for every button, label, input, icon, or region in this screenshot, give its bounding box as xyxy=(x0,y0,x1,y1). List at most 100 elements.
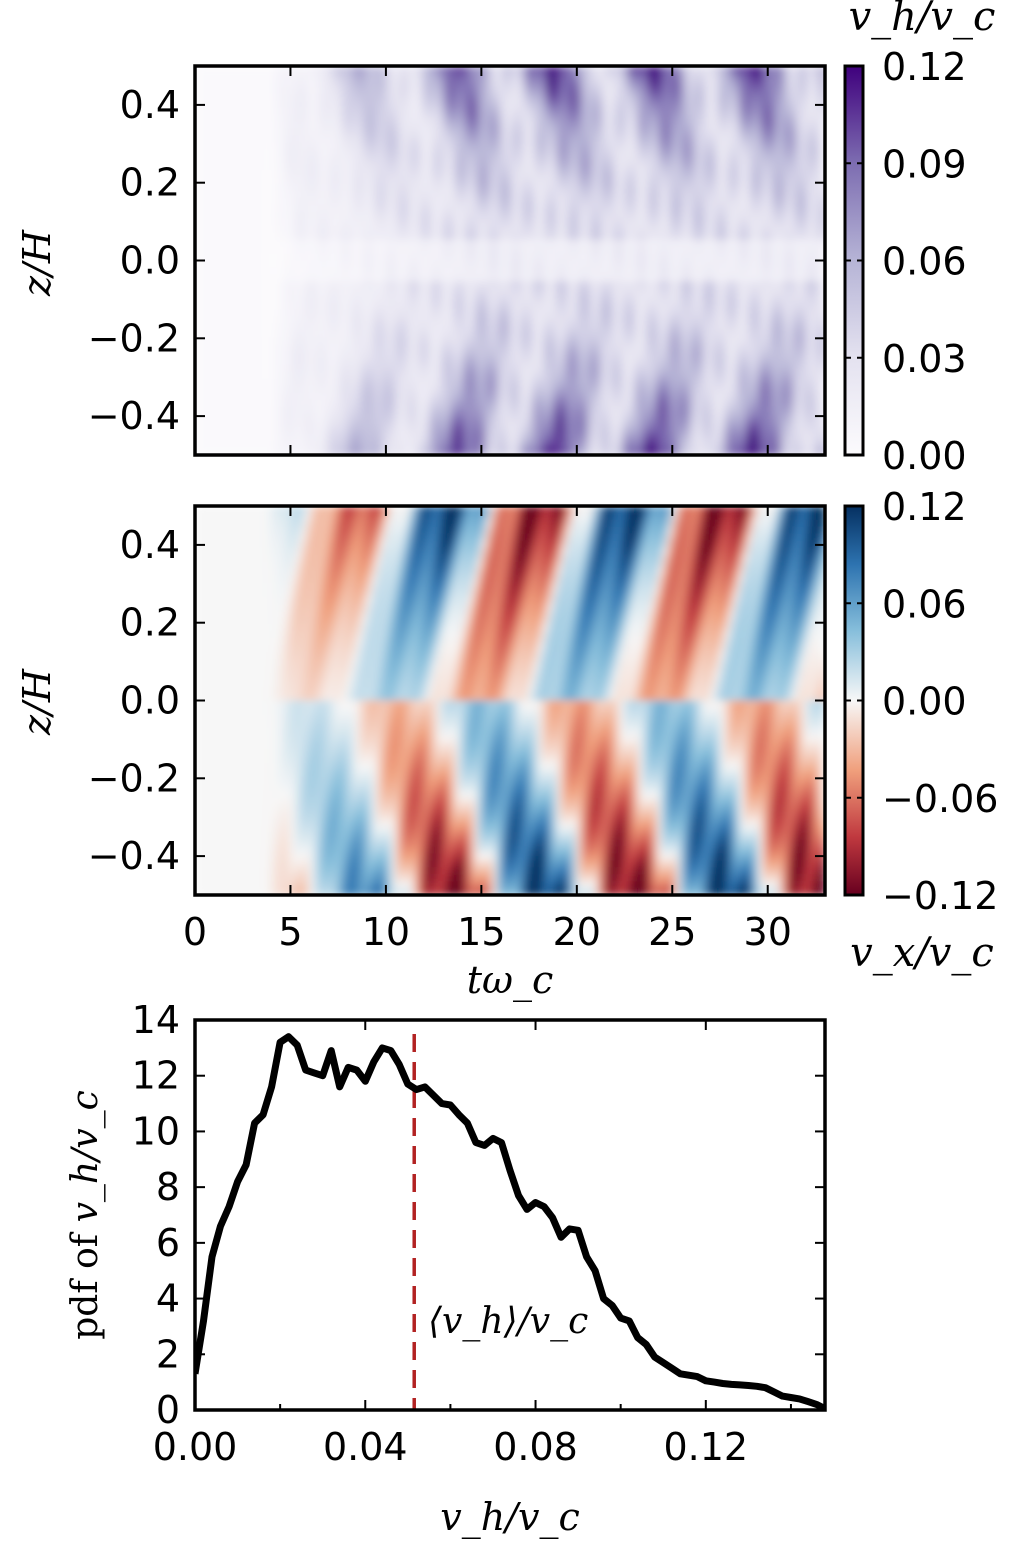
heat-cell xyxy=(438,399,444,408)
heat-cell xyxy=(309,149,316,158)
heat-cell xyxy=(405,211,411,220)
heat-cell xyxy=(328,399,335,408)
heat-cell xyxy=(199,149,206,158)
heat-cell xyxy=(252,170,258,178)
heat-cell xyxy=(357,211,363,220)
heat-cell xyxy=(481,218,487,227)
heat-cell xyxy=(362,316,368,324)
heat-cell xyxy=(486,357,492,366)
heat-cell xyxy=(342,343,349,352)
heat-cell xyxy=(409,371,416,380)
heat-cell xyxy=(443,413,449,421)
heat-cell xyxy=(490,100,497,109)
heat-cell xyxy=(319,86,325,95)
heat-cell xyxy=(295,100,301,109)
heat-cell xyxy=(538,246,545,255)
heat-cell xyxy=(261,316,268,324)
heat-cell xyxy=(199,170,206,178)
heat-cell xyxy=(414,121,421,130)
heat-cell xyxy=(257,316,263,324)
heat-cell xyxy=(395,434,401,442)
heat-cell xyxy=(237,156,244,164)
heat-cell xyxy=(615,448,621,455)
heat-cell xyxy=(533,371,540,380)
heat-cell xyxy=(572,197,578,206)
heat-cell xyxy=(500,309,506,317)
heat-cell xyxy=(300,336,306,345)
heat-cell xyxy=(280,232,287,241)
heat-cell xyxy=(242,295,249,303)
heat-cell xyxy=(352,288,358,296)
heat-cell xyxy=(486,295,492,303)
heat-cell xyxy=(309,197,316,206)
heat-cell xyxy=(471,350,478,359)
heat-cell xyxy=(195,184,201,192)
heat-cell xyxy=(538,107,545,116)
heat-cell xyxy=(400,364,406,373)
heat-cell xyxy=(591,79,597,88)
heat-cell xyxy=(242,170,249,178)
heat-cell xyxy=(443,350,449,359)
heat-cell xyxy=(591,93,597,102)
heat-cell xyxy=(333,232,339,241)
heat-cell xyxy=(438,267,444,276)
heat-cell xyxy=(443,170,449,178)
heat-cell xyxy=(357,281,363,289)
heat-cell xyxy=(280,114,287,123)
heat-cell xyxy=(395,288,401,296)
heat-cell xyxy=(204,316,211,324)
heat-cell xyxy=(285,218,292,227)
heat-cell xyxy=(366,420,373,428)
heat-cell xyxy=(533,385,540,394)
heat-cell xyxy=(276,427,282,435)
heat-cell xyxy=(486,323,492,331)
heat-cell xyxy=(543,378,549,387)
heat-cell xyxy=(338,121,344,130)
heat-cell xyxy=(481,448,487,455)
heat-cell xyxy=(328,246,335,255)
heat-cell xyxy=(242,163,249,171)
heat-cell xyxy=(471,357,478,366)
heat-cell xyxy=(419,329,425,338)
heat-cell xyxy=(505,399,511,408)
heat-cell xyxy=(591,371,597,380)
heat-cell xyxy=(342,79,349,88)
heat-cell xyxy=(376,142,382,151)
heat-cell xyxy=(519,385,526,394)
heat-cell xyxy=(223,295,230,303)
heat-cell xyxy=(237,114,244,123)
heat-cell xyxy=(405,316,411,324)
heat-cell xyxy=(385,100,392,109)
heat-cell xyxy=(209,316,215,324)
heat-cell xyxy=(300,232,306,241)
heat-cell xyxy=(471,79,478,88)
heat-cell xyxy=(572,309,578,317)
heat-cell xyxy=(247,225,253,234)
heat-cell xyxy=(218,93,225,102)
heat-cell xyxy=(405,343,411,352)
heat-cell xyxy=(233,441,239,449)
heat-cell xyxy=(233,267,239,276)
heat-cell xyxy=(271,434,277,442)
heat-cell xyxy=(290,204,296,213)
heat-cell xyxy=(500,350,506,359)
heat-cell xyxy=(552,329,559,338)
heat-cell xyxy=(266,93,273,102)
heat-cell xyxy=(600,329,607,338)
heat-cell xyxy=(280,149,287,158)
heat-cell xyxy=(414,191,421,199)
heat-cell xyxy=(319,72,325,81)
heat-cell xyxy=(242,281,249,289)
heat-cell xyxy=(538,232,545,241)
heat-cell xyxy=(610,343,616,352)
heat-cell xyxy=(314,142,320,151)
heat-cell xyxy=(261,343,268,352)
heat-cell xyxy=(342,225,349,234)
heat-cell xyxy=(615,350,621,359)
heat-cell xyxy=(266,295,273,303)
heat-cell xyxy=(228,86,234,95)
heat-cell xyxy=(257,149,263,158)
heat-cell xyxy=(371,378,378,387)
heat-cell xyxy=(600,392,607,401)
heat-cell xyxy=(300,79,306,88)
